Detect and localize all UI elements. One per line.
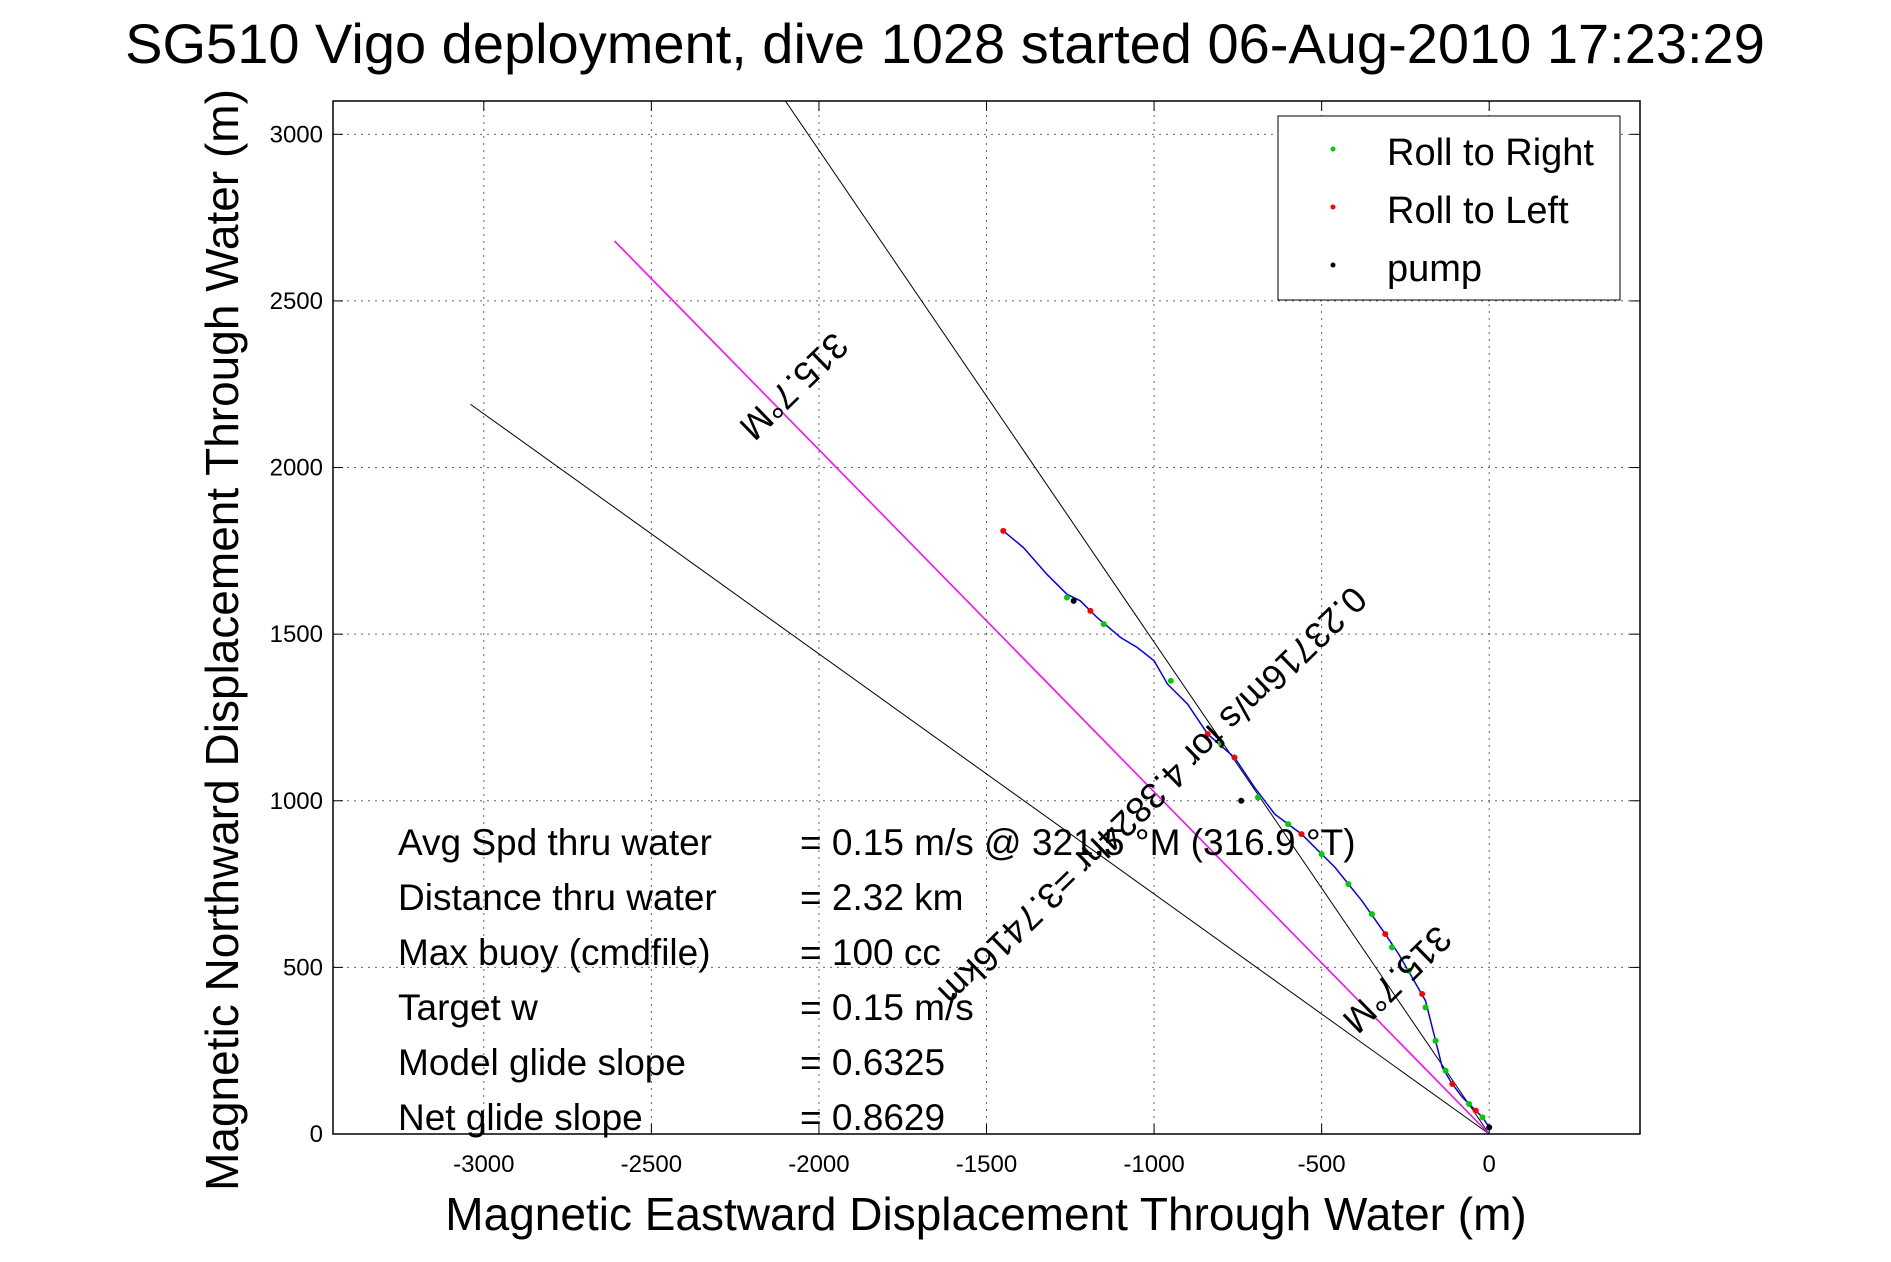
legend: Roll to Right Roll to Left pump xyxy=(1277,115,1621,301)
stat-label: Target w xyxy=(398,987,538,1028)
stat-label: Net glide slope xyxy=(398,1097,643,1138)
stat-value: = 0.8629 xyxy=(800,1097,945,1138)
x-tick-label: -1000 xyxy=(1123,1151,1184,1178)
y-tick-label: 0 xyxy=(310,1121,323,1148)
legend-label: Roll to Left xyxy=(1387,190,1569,232)
y-tick-label: 1000 xyxy=(270,788,323,815)
stat-label: Distance thru water xyxy=(398,877,717,918)
roll-right-point xyxy=(1318,851,1325,858)
stat-value: = 100 cc xyxy=(800,932,941,973)
x-tick-label: 0 xyxy=(1483,1151,1496,1178)
roll-right-point xyxy=(1389,944,1396,951)
stats-block: Avg Spd thru water = 0.15 m/s @ 321.5 °M … xyxy=(398,822,1356,1138)
roll-right-point xyxy=(1405,967,1412,974)
stat-value: = 0.6325 xyxy=(800,1042,945,1083)
pump-point xyxy=(1070,597,1077,604)
roll-left-point xyxy=(1000,527,1007,534)
markers xyxy=(1000,527,1493,1131)
x-tick-label: -2000 xyxy=(788,1151,849,1178)
roll-right-point xyxy=(1466,1101,1473,1108)
annotation-label: 315.7°M xyxy=(732,325,857,448)
heading-line xyxy=(613,240,1490,1135)
roll-right-point xyxy=(1442,1067,1449,1074)
x-tick-label: -3000 xyxy=(453,1151,514,1178)
roll-right-point xyxy=(1368,911,1375,918)
x-axis-label: Magnetic Eastward Displacement Through W… xyxy=(445,1188,1526,1240)
heading-line-layer xyxy=(613,240,1490,1135)
stat-label: Model glide slope xyxy=(398,1042,686,1083)
pump-point xyxy=(1238,797,1245,804)
stat-label: Max buoy (cmdfile) xyxy=(398,932,711,973)
roll-right-point xyxy=(1218,741,1225,748)
roll-right-point xyxy=(1432,1037,1439,1044)
y-axis-label: Magnetic Northward Displacement Through … xyxy=(196,89,248,1191)
stat-value: = 0.15 m/s @ 321.5 °M (316.9 °T) xyxy=(800,822,1356,863)
roll-right-point xyxy=(1285,821,1292,828)
roll-right-point xyxy=(1167,677,1174,684)
y-tick-label: 3000 xyxy=(270,121,323,148)
roll-left-point xyxy=(1231,754,1238,761)
ticks: -3000 -2500 -2000 -1500 -1000 -500 0 0 500 1000 15… xyxy=(270,101,1640,1178)
reference-line xyxy=(785,100,1490,1135)
roll-right-point xyxy=(1345,881,1352,888)
roll-left-point xyxy=(1472,1107,1479,1114)
legend-marker xyxy=(1330,146,1336,152)
roll-right-point xyxy=(1100,621,1107,628)
roll-left-point xyxy=(1382,931,1389,938)
roll-right-point xyxy=(1254,794,1261,801)
x-tick-label: -2500 xyxy=(621,1151,682,1178)
roll-left-point xyxy=(1204,731,1211,738)
x-tick-label: -1500 xyxy=(956,1151,1017,1178)
roll-right-point xyxy=(1063,594,1070,601)
stat-value: = 2.32 km xyxy=(800,877,964,918)
roll-right-point xyxy=(1422,1004,1429,1011)
legend-label: pump xyxy=(1387,248,1482,290)
y-tick-label: 2500 xyxy=(270,288,323,315)
x-tick-label: -500 xyxy=(1298,1151,1346,1178)
y-tick-label: 500 xyxy=(283,954,323,981)
roll-left-point xyxy=(1419,991,1426,998)
reference-line xyxy=(470,403,1490,1135)
annotation-label: 315.7°M xyxy=(1335,918,1460,1041)
legend-marker xyxy=(1330,204,1336,210)
roll-left-point xyxy=(1087,607,1094,614)
reference-lines xyxy=(470,100,1490,1135)
legend-label: Roll to Right xyxy=(1387,132,1594,174)
y-tick-label: 1500 xyxy=(270,621,323,648)
stat-label: Avg Spd thru water xyxy=(398,822,712,863)
roll-right-point xyxy=(1479,1114,1486,1121)
roll-left-point xyxy=(1298,831,1305,838)
stat-value: = 0.15 m/s xyxy=(800,987,974,1028)
chart-title: SG510 Vigo deployment, dive 1028 started… xyxy=(125,12,1765,75)
roll-left-point xyxy=(1449,1081,1456,1088)
legend-marker xyxy=(1330,262,1336,268)
y-tick-label: 2000 xyxy=(270,455,323,482)
